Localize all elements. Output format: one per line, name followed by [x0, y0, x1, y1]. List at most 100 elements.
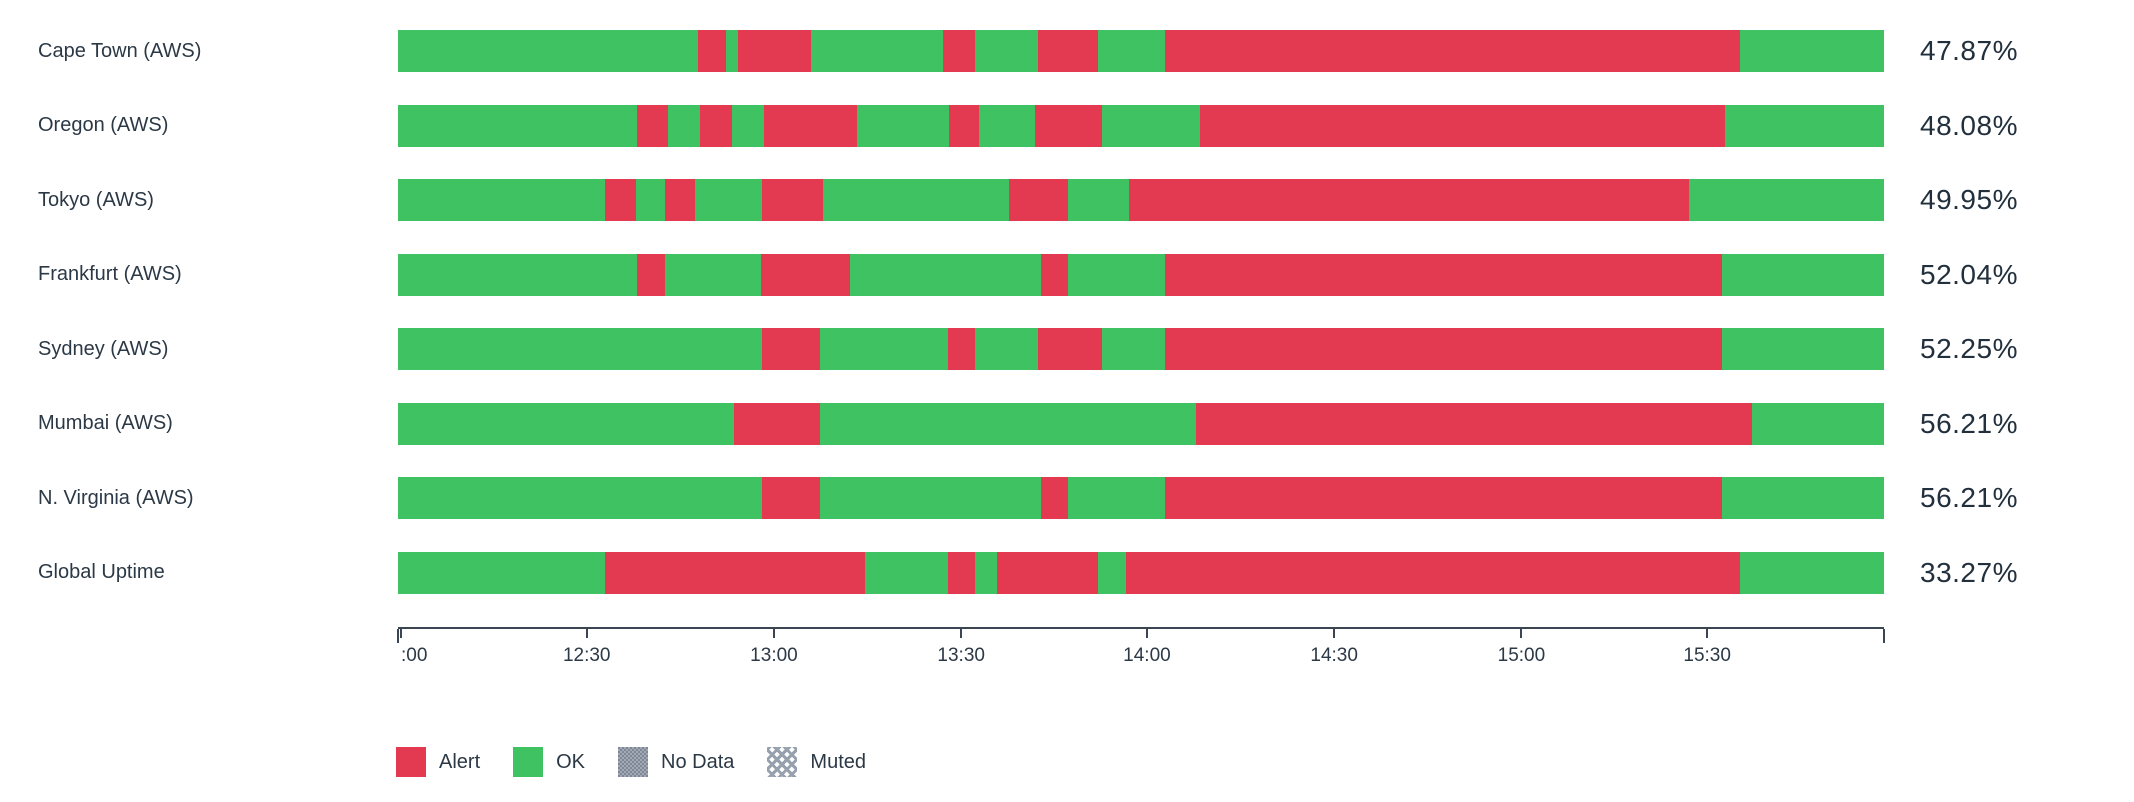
- bar-segment-ok[interactable]: [1739, 30, 1884, 73]
- bar-segment-ok[interactable]: [1721, 253, 1884, 296]
- bar-segment-alert[interactable]: [762, 328, 821, 371]
- axis-tick: [585, 629, 588, 638]
- bar-segment-ok[interactable]: [398, 402, 734, 445]
- legend-label: OK: [556, 750, 586, 773]
- axis-tick: [1145, 629, 1148, 638]
- bar-segment-ok[interactable]: [857, 104, 950, 147]
- bar-segment-ok[interactable]: [668, 104, 700, 147]
- bar-segment-ok[interactable]: [820, 477, 1042, 520]
- alert-swatch-icon: [396, 747, 426, 777]
- bar-segment-ok[interactable]: [1689, 179, 1884, 222]
- bar-segment-alert[interactable]: [1038, 30, 1098, 73]
- bar-segment-alert[interactable]: [1164, 30, 1740, 73]
- bar-segment-alert[interactable]: [1126, 551, 1740, 594]
- bar-segment-alert[interactable]: [947, 328, 975, 371]
- bar-segment-alert[interactable]: [637, 104, 669, 147]
- status-bar: [398, 402, 1884, 445]
- row-label: Oregon (AWS): [38, 114, 169, 137]
- legend-item-muted[interactable]: Muted: [767, 747, 866, 777]
- bar-segment-ok[interactable]: [398, 30, 699, 73]
- axis-tick-label: :00: [400, 645, 428, 666]
- bar-segment-alert[interactable]: [699, 104, 733, 147]
- status-row: N. Virginia (AWS) 56.21%: [0, 461, 2134, 536]
- bar-segment-ok[interactable]: [695, 179, 763, 222]
- status-bar: [398, 30, 1884, 73]
- bar-segment-ok[interactable]: [1721, 328, 1884, 371]
- bar-segment-alert[interactable]: [637, 253, 666, 296]
- bar-segment-alert[interactable]: [1164, 477, 1722, 520]
- bar-segment-alert[interactable]: [1038, 328, 1103, 371]
- bar-segment-ok[interactable]: [974, 328, 1039, 371]
- bar-segment-alert[interactable]: [763, 104, 858, 147]
- bar-segment-alert[interactable]: [943, 30, 975, 73]
- bar-segment-ok[interactable]: [864, 551, 948, 594]
- row-label: N. Virginia (AWS): [38, 486, 194, 509]
- bar-segment-ok[interactable]: [1068, 477, 1165, 520]
- bar-segment-alert[interactable]: [604, 551, 865, 594]
- bar-segment-alert[interactable]: [604, 179, 636, 222]
- bar-segment-ok[interactable]: [811, 30, 944, 73]
- bar-segment-alert[interactable]: [733, 402, 821, 445]
- bar-segment-ok[interactable]: [849, 253, 1042, 296]
- bar-segment-ok[interactable]: [1724, 104, 1884, 147]
- bar-segment-alert[interactable]: [762, 179, 823, 222]
- bar-segment-ok[interactable]: [398, 477, 763, 520]
- bar-segment-alert[interactable]: [949, 104, 979, 147]
- bar-segment-ok[interactable]: [398, 104, 638, 147]
- bar-segment-ok[interactable]: [1068, 179, 1130, 222]
- bar-segment-ok[interactable]: [398, 328, 763, 371]
- bar-segment-alert[interactable]: [947, 551, 975, 594]
- bar-segment-ok[interactable]: [665, 253, 761, 296]
- bar-segment-ok[interactable]: [1068, 253, 1165, 296]
- bar-segment-alert[interactable]: [996, 551, 1098, 594]
- bar-segment-alert[interactable]: [762, 477, 821, 520]
- bar-segment-ok[interactable]: [974, 30, 1039, 73]
- bar-segment-ok[interactable]: [1739, 551, 1884, 594]
- bar-segment-ok[interactable]: [398, 179, 605, 222]
- axis-tick: [1333, 629, 1336, 638]
- axis-tick: [1706, 629, 1709, 638]
- bar-segment-ok[interactable]: [732, 104, 764, 147]
- bar-segment-alert[interactable]: [1041, 253, 1069, 296]
- bar-segment-ok[interactable]: [1102, 328, 1165, 371]
- bar-segment-ok[interactable]: [1102, 104, 1201, 147]
- bar-segment-ok[interactable]: [398, 253, 638, 296]
- legend-item-nodata[interactable]: No Data: [618, 747, 734, 777]
- bar-segment-ok[interactable]: [978, 104, 1036, 147]
- bar-segment-alert[interactable]: [1129, 179, 1690, 222]
- bar-segment-ok[interactable]: [820, 328, 948, 371]
- legend-label: Muted: [810, 750, 866, 773]
- bar-segment-ok[interactable]: [1097, 551, 1127, 594]
- legend-item-alert[interactable]: Alert: [396, 747, 480, 777]
- status-bar: [398, 477, 1884, 520]
- axis-tick: [960, 629, 963, 638]
- bar-segment-alert[interactable]: [760, 253, 850, 296]
- bar-segment-alert[interactable]: [738, 30, 812, 73]
- bar-segment-alert[interactable]: [1195, 402, 1752, 445]
- bar-segment-alert[interactable]: [1041, 477, 1069, 520]
- bar-segment-ok[interactable]: [820, 402, 1196, 445]
- status-row: Cape Town (AWS) 47.87%: [0, 14, 2134, 89]
- bar-segment-alert[interactable]: [665, 179, 696, 222]
- legend-item-ok[interactable]: OK: [513, 747, 585, 777]
- bar-segment-ok[interactable]: [974, 551, 997, 594]
- bar-segment-ok[interactable]: [635, 179, 666, 222]
- bar-segment-ok[interactable]: [398, 551, 605, 594]
- axis-edge-tick: [397, 629, 399, 643]
- time-axis: :00 12:30 13:00 13:30 14:00 14:30 15:00 15:30: [397, 627, 1885, 685]
- bar-segment-ok[interactable]: [1751, 402, 1884, 445]
- bar-segment-ok[interactable]: [726, 30, 739, 73]
- bar-segment-ok[interactable]: [1097, 30, 1165, 73]
- bar-segment-ok[interactable]: [1721, 477, 1884, 520]
- bar-segment-alert[interactable]: [1164, 253, 1722, 296]
- bar-segment-alert[interactable]: [698, 30, 727, 73]
- status-row: Sydney (AWS) 52.25%: [0, 312, 2134, 387]
- bar-segment-alert[interactable]: [1035, 104, 1103, 147]
- bar-segment-alert[interactable]: [1164, 328, 1722, 371]
- status-bar: [398, 179, 1884, 222]
- bar-segment-ok[interactable]: [822, 179, 1009, 222]
- status-bar: [398, 253, 1884, 296]
- bar-segment-alert[interactable]: [1008, 179, 1069, 222]
- bar-segment-alert[interactable]: [1200, 104, 1725, 147]
